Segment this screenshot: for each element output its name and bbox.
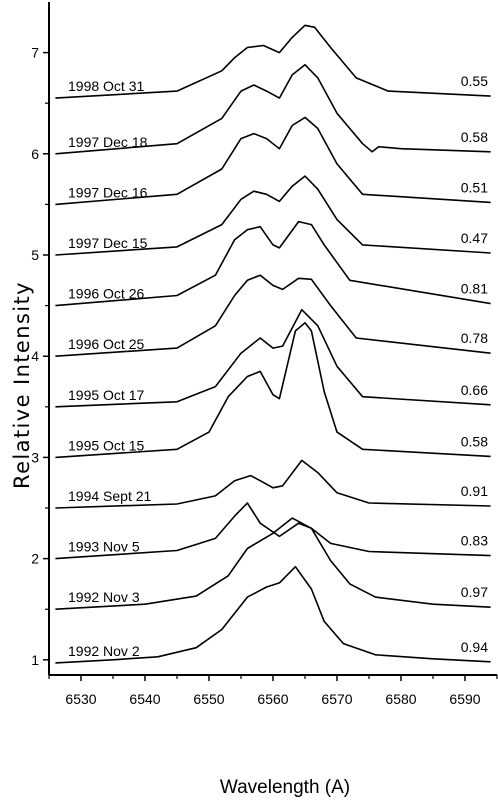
- x-tick-label: 6530: [65, 691, 96, 707]
- spectrum-ratio-label: 0.51: [461, 179, 488, 195]
- x-axis: 6530 6540 6550 6560 6570 6580 6590: [48, 675, 498, 707]
- spectrum-line: [55, 502, 491, 560]
- spectrum-ratio-label: 0.58: [461, 433, 488, 449]
- spectrum-ratio-label: 0.78: [461, 330, 488, 346]
- spectrum-line: [55, 116, 491, 206]
- spectrum-date-label: 1996 Oct 25: [68, 336, 144, 352]
- y-tick-label: 7: [31, 45, 39, 61]
- x-tick-label: 6550: [193, 691, 224, 707]
- spectrum-date-label: 1996 Oct 26: [68, 286, 144, 302]
- spectrum-date-label: 1997 Dec 18: [68, 134, 148, 150]
- spectrum-line: [55, 24, 491, 99]
- spectrum-date-label: 1994 Sept 21: [68, 488, 152, 504]
- spectrum-ratio-label: 0.81: [461, 281, 488, 297]
- spectrum-ratio-label: 0.47: [461, 230, 488, 246]
- spectrum-ratio-label: 0.91: [461, 483, 488, 499]
- spectrum-ratio-label: 0.55: [461, 73, 488, 89]
- y-axis-title: Relative Intensity: [10, 281, 34, 489]
- spectrum-date-label: 1995 Oct 17: [68, 387, 144, 403]
- spectrum-line: [55, 565, 491, 664]
- x-tick-label: 6590: [449, 691, 480, 707]
- y-tick-label: 3: [31, 449, 39, 465]
- label-layer: 1992 Nov 2 0.94 1992 Nov 3 0.97 1993 Nov 5 0.…: [68, 73, 488, 659]
- spectrum-line: [55, 274, 491, 357]
- y-tick-label: 1: [31, 652, 39, 668]
- y-tick-label: 4: [31, 348, 39, 364]
- spectrum-line: [55, 175, 491, 256]
- spectrum-date-label: 1998 Oct 31: [68, 78, 144, 94]
- spectrum-line: [55, 308, 491, 408]
- spectrum-ratio-label: 0.66: [461, 382, 488, 398]
- y-tick-label: 6: [31, 146, 39, 162]
- spectrum-line: [55, 220, 491, 307]
- x-tick-label: 6540: [129, 691, 160, 707]
- x-axis-title: Wavelength (A): [220, 777, 350, 798]
- series-layer: [55, 24, 491, 664]
- spectrum-line: [55, 322, 491, 459]
- spectrum-ratio-label: 0.58: [461, 129, 488, 145]
- spectrum-ratio-label: 0.83: [461, 533, 488, 549]
- spectrum-date-label: 1992 Nov 3: [68, 589, 140, 605]
- x-tick-label: 6560: [257, 691, 288, 707]
- x-tick-label: 6580: [385, 691, 416, 707]
- spectrum-ratio-label: 0.97: [461, 584, 488, 600]
- spectrum-date-label: 1993 Nov 5: [68, 539, 140, 555]
- spectrum-ratio-label: 0.94: [461, 639, 488, 655]
- spectrum-date-label: 1997 Dec 16: [68, 184, 148, 200]
- y-axis: 1 2 3 4 5 6 7: [31, 45, 49, 668]
- spectrum-date-label: 1992 Nov 2: [68, 643, 140, 659]
- spectrum-date-label: 1995 Oct 15: [68, 437, 144, 453]
- spectrum-line: [55, 517, 491, 610]
- y-tick-label: 5: [31, 247, 39, 263]
- y-tick-label: 2: [31, 551, 39, 567]
- spectrum-line: [55, 459, 491, 509]
- spectrum-line: [55, 63, 491, 155]
- x-tick-label: 6570: [321, 691, 352, 707]
- spectrum-date-label: 1997 Dec 15: [68, 235, 148, 251]
